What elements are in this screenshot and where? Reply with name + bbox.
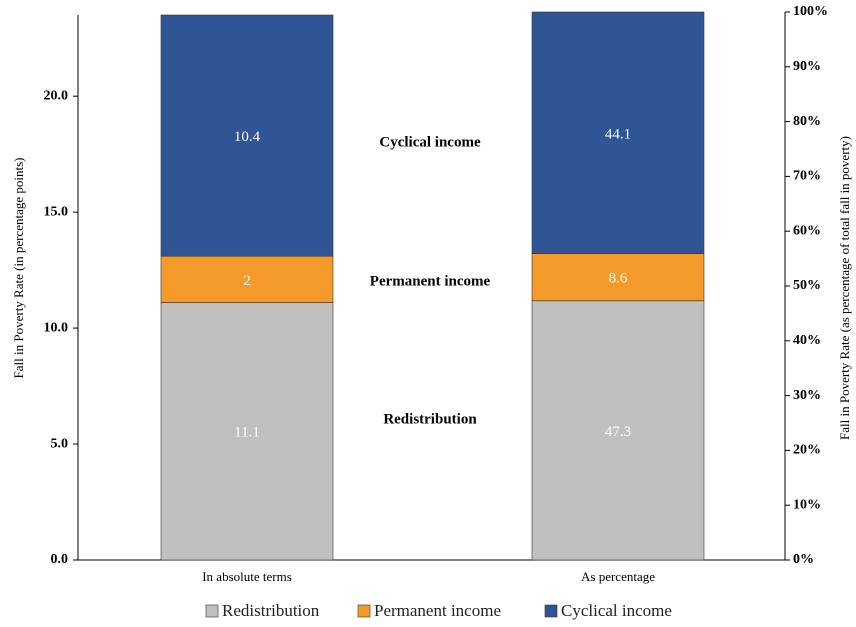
bar-segment xyxy=(160,14,334,257)
bar-segment xyxy=(531,253,705,302)
legend-swatch xyxy=(357,604,371,618)
annotation: Cyclical income xyxy=(379,134,481,150)
y-tick-label: 0.0 xyxy=(51,552,69,567)
y-tick-label: 5.0 xyxy=(51,436,69,451)
y-tick-label: 10.0 xyxy=(44,320,69,335)
value-label: 44.1 xyxy=(605,126,631,142)
legend-label: Redistribution xyxy=(222,601,320,620)
x-tick-label: In absolute terms xyxy=(202,569,292,584)
y2-tick-label: 60% xyxy=(793,223,821,238)
legend-swatch xyxy=(205,604,219,618)
value-label: 2 xyxy=(243,273,251,289)
y2-tick-label: 0% xyxy=(793,552,814,567)
legend-label: Permanent income xyxy=(374,601,501,620)
y2-tick-label: 80% xyxy=(793,114,821,129)
value-label: 47.3 xyxy=(605,424,631,440)
legend-swatch xyxy=(544,604,558,618)
y2-axis-label: Fall in Poverty Rate (as percentage of t… xyxy=(837,136,852,440)
value-label: 10.4 xyxy=(234,129,261,145)
annotation: Permanent income xyxy=(370,273,491,289)
y2-tick-label: 10% xyxy=(793,497,821,512)
bar-segment xyxy=(531,11,705,254)
value-label: 11.1 xyxy=(234,425,260,441)
y2-tick-label: 90% xyxy=(793,59,821,74)
y-tick-label: 15.0 xyxy=(44,204,69,219)
y2-tick-label: 40% xyxy=(793,333,821,348)
y2-tick-label: 20% xyxy=(793,443,821,458)
bar-segment xyxy=(531,300,705,561)
y2-tick-label: 30% xyxy=(793,388,821,403)
y-axis-label: Fall in Poverty Rate (in percentage poin… xyxy=(11,158,26,379)
y2-tick-label: 100% xyxy=(793,4,828,19)
bar-segment xyxy=(160,255,334,303)
y2-tick-label: 50% xyxy=(793,278,821,293)
value-label: 8.6 xyxy=(609,271,628,287)
x-tick-label: As percentage xyxy=(581,569,655,584)
y-tick-label: 20.0 xyxy=(44,88,69,103)
annotation: Redistribution xyxy=(383,411,477,427)
legend-label: Cyclical income xyxy=(561,601,672,620)
y2-tick-label: 70% xyxy=(793,169,821,184)
